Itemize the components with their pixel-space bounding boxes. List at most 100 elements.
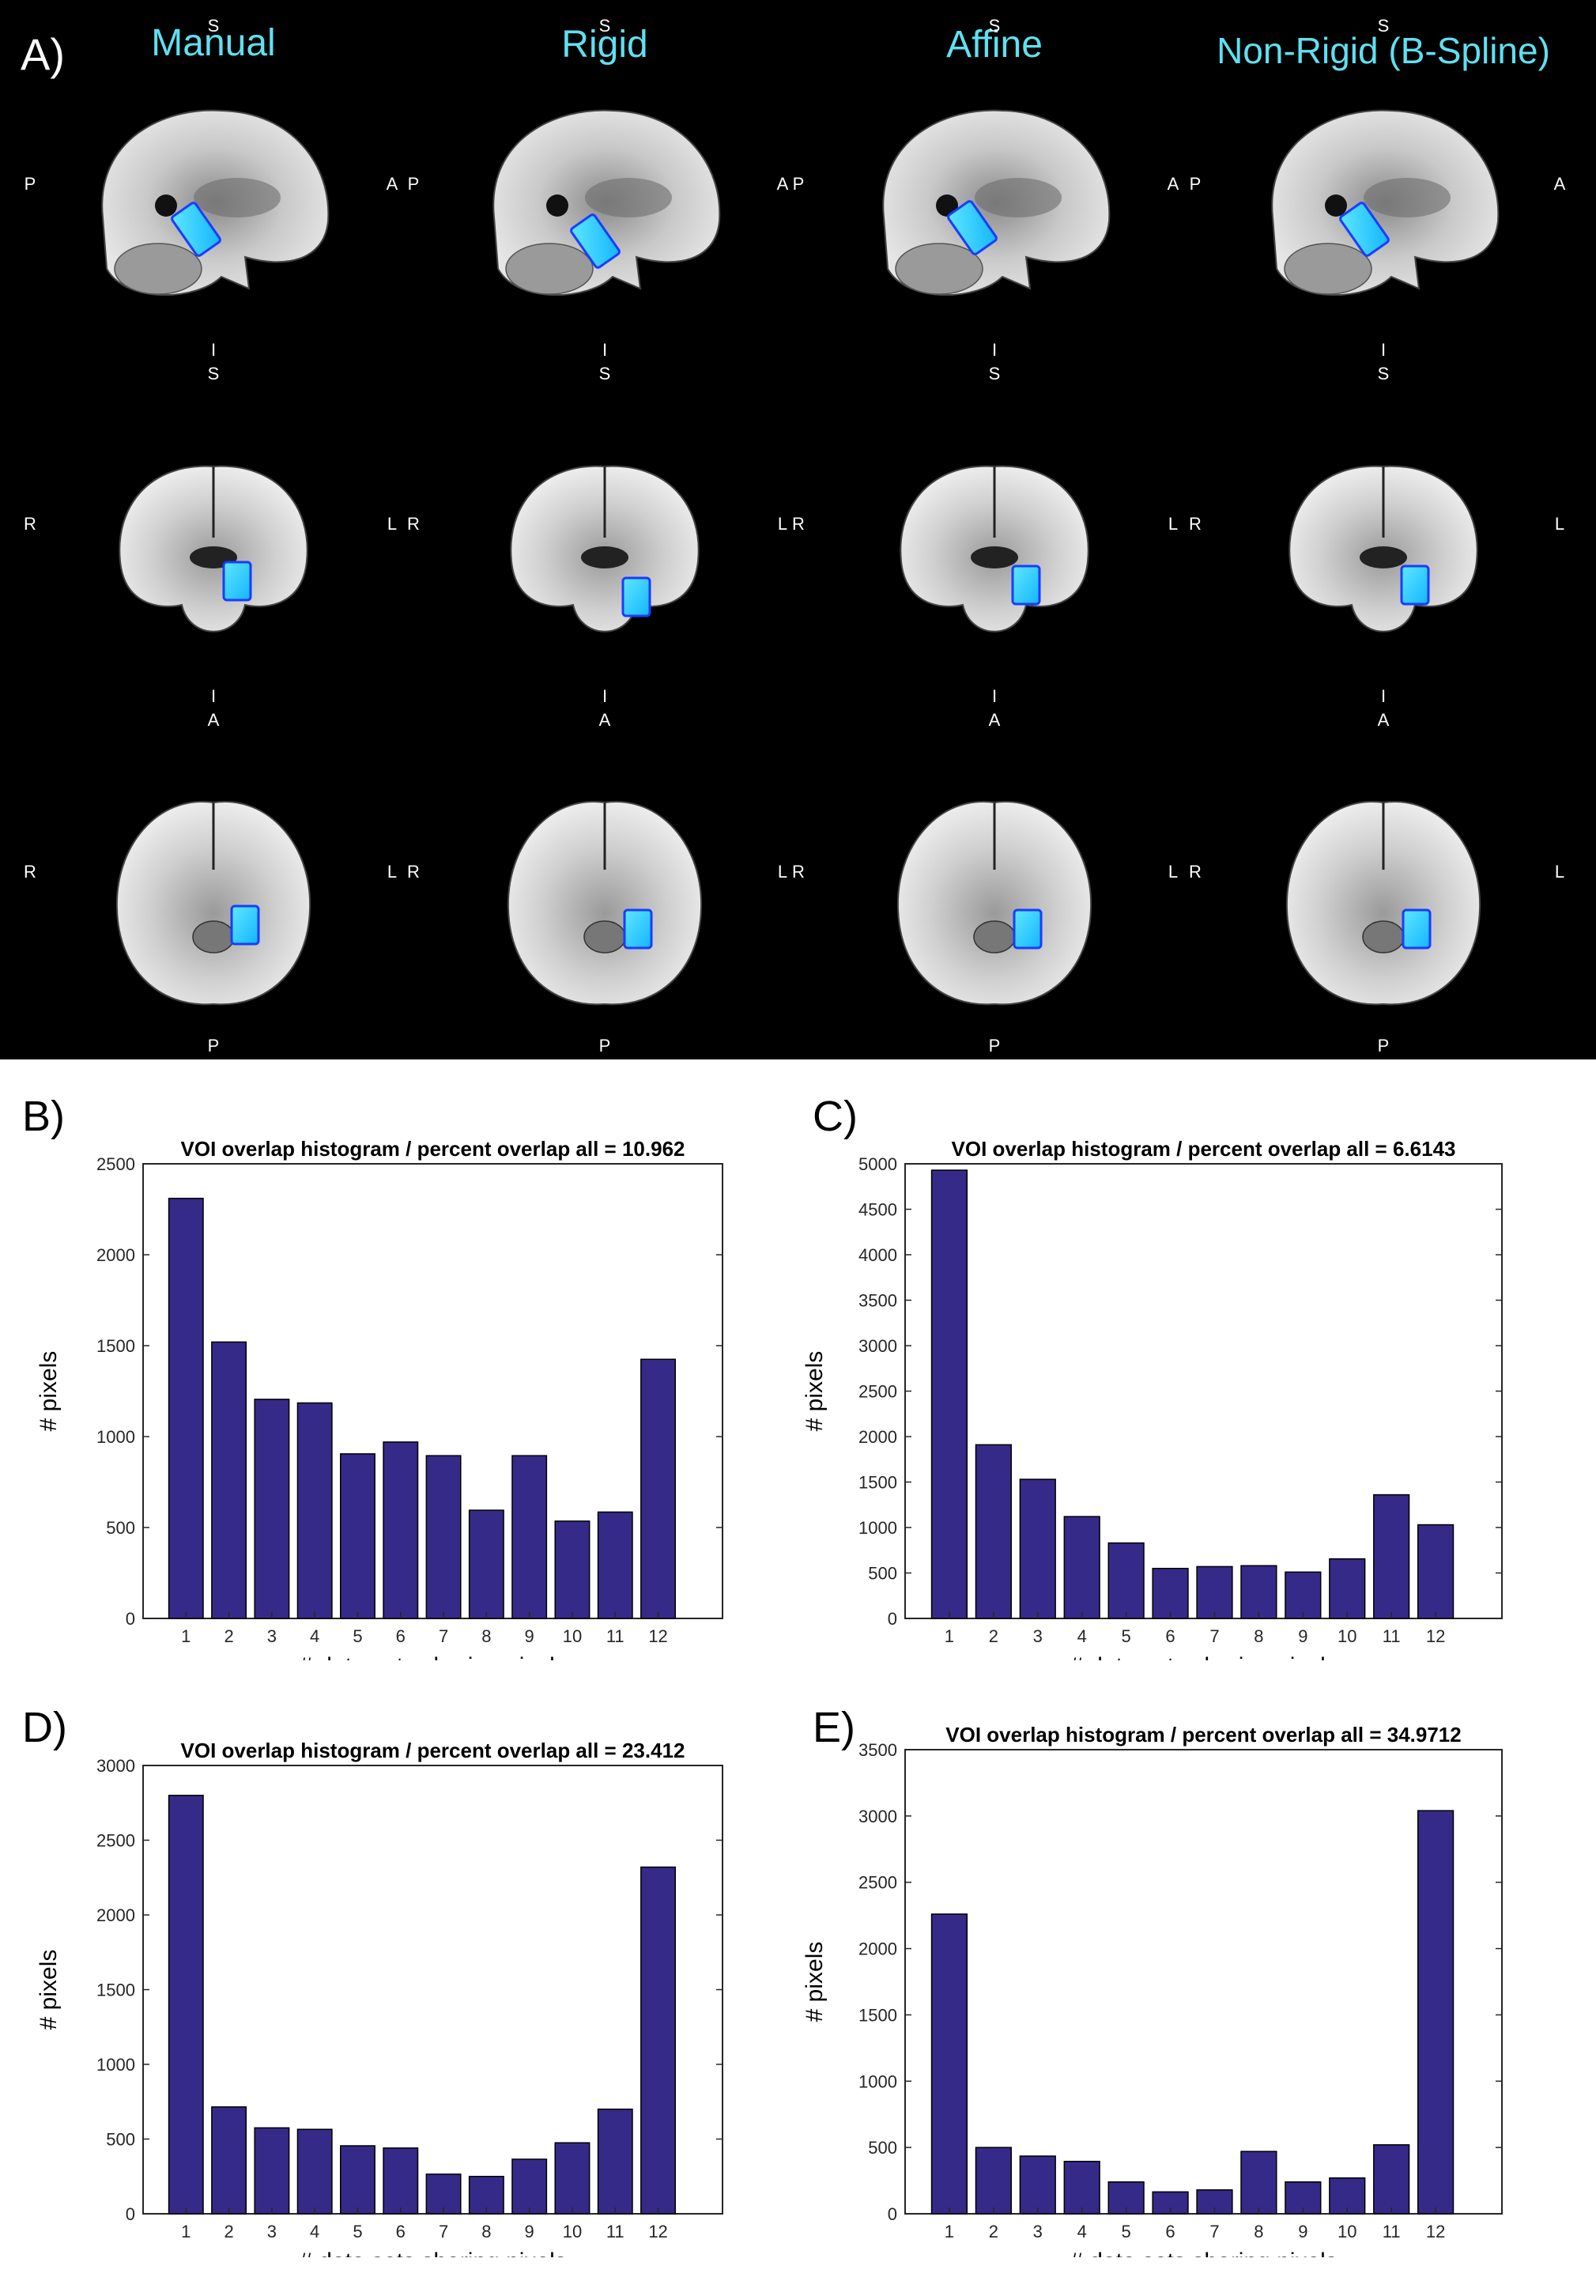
brainstem: [583, 920, 626, 954]
x-tick-label: 5: [1122, 1626, 1131, 1646]
x-tick-label: 11: [1383, 2222, 1401, 2241]
ventricle: [971, 546, 1018, 568]
orientation-label-left: P: [25, 174, 36, 194]
y-tick-label: 0: [888, 1609, 897, 1629]
panel-a-brain-montage: Manual S I P A S I R L A P R L Rigid S I P A S I R L A P R L Affin…: [0, 0, 1596, 1059]
orientation-label-right: L: [1555, 862, 1564, 882]
histogram-bar: [597, 2108, 633, 2215]
histogram-bar: [296, 2128, 333, 2215]
y-tick-label: 500: [868, 1564, 897, 1584]
histogram-bar: [1152, 1568, 1189, 1619]
y-tick-label: 0: [888, 2204, 897, 2224]
ventricle-dark: [936, 194, 958, 217]
orientation-label-bottom: P: [989, 1036, 1001, 1055]
x-tick-label: 1: [181, 1626, 191, 1646]
y-tick-label: 500: [106, 1518, 135, 1538]
x-tick-label: 3: [1033, 2222, 1043, 2241]
histogram-bar: [425, 2173, 462, 2215]
x-tick-label: 8: [1254, 1626, 1263, 1646]
orientation-label-top: S: [989, 364, 1001, 383]
histogram-svg: C) VOI overlap histogram / percent overla…: [802, 1093, 1503, 1679]
x-tick-label: 3: [1033, 1626, 1043, 1646]
x-tick-label: 3: [267, 1626, 277, 1646]
x-tick-label: 6: [1165, 1626, 1175, 1646]
x-tick-label: 9: [525, 1626, 534, 1646]
histogram-svg: D) VOI overlap histogram / percent overla…: [22, 1704, 723, 2275]
x-tick-label: 9: [1298, 1626, 1307, 1646]
orientation-label-right: L: [778, 514, 787, 534]
histogram-bar: [1152, 2191, 1189, 2215]
x-tick-label: 10: [1338, 1626, 1356, 1646]
histogram-bar: [340, 1453, 375, 1619]
orientation-label-right: L: [387, 862, 397, 882]
y-tick-label: 2000: [96, 1245, 135, 1265]
histogram-bar: [296, 1402, 333, 1619]
x-tick-label: 8: [481, 2222, 491, 2241]
voi-overlay: [1011, 565, 1041, 606]
x-tick-label: 4: [310, 1626, 319, 1646]
orientation-label-right: A: [1554, 174, 1566, 194]
histogram-bar: [1240, 2151, 1277, 2215]
x-tick-label: 2: [224, 1626, 233, 1646]
axial-slice: [1285, 800, 1481, 1006]
x-tick-label: 10: [563, 1626, 582, 1646]
ventricle: [585, 178, 672, 217]
brain-outline: [896, 800, 1092, 1006]
x-tick-label: 4: [1077, 2222, 1087, 2241]
y-tick-label: 2500: [96, 1831, 135, 1851]
ventricle-dark: [546, 194, 568, 217]
orientation-label-left: R: [792, 514, 805, 534]
orientation-label-bottom: I: [1381, 340, 1386, 360]
chart-title: VOI overlap histogram / percent overlap …: [181, 1739, 685, 1762]
y-tick-label: 2000: [858, 1939, 897, 1959]
column-title: Rigid: [561, 24, 647, 66]
orientation-label-right: L: [1168, 862, 1178, 882]
y-tick-label: 1000: [96, 2055, 135, 2075]
y-tick-label: 4000: [858, 1245, 897, 1265]
y-tick-label: 2500: [96, 1154, 135, 1174]
x-tick-label: 9: [525, 2222, 534, 2241]
axial-slice: [507, 800, 703, 1006]
plot-area: [904, 1749, 1503, 2215]
cerebellum: [1284, 243, 1372, 295]
chart-title: VOI overlap histogram / percent overlap …: [952, 1137, 1456, 1161]
histogram-panels: B) VOI overlap histogram / percent overla…: [0, 1059, 1596, 2296]
histogram-bar: [1373, 1494, 1410, 1619]
orientation-label-bottom: I: [211, 686, 216, 706]
ventricle: [194, 178, 281, 217]
y-tick-label: 3500: [858, 1291, 897, 1311]
histogram-bar: [930, 1169, 968, 1619]
y-axis-label: # pixels: [36, 1950, 62, 2030]
histogram-bar: [930, 1913, 968, 2215]
histogram-bar: [640, 1866, 677, 2215]
x-tick-label: 7: [1209, 2222, 1219, 2241]
histogram-bar: [1019, 2155, 1056, 2215]
x-tick-label: 6: [396, 2222, 406, 2241]
y-axis-label: # pixels: [36, 1351, 62, 1432]
histogram-bar: [1240, 1565, 1277, 1619]
histogram-bar: [1329, 1558, 1366, 1619]
x-tick-label: 4: [310, 2222, 319, 2241]
panel-letter: C): [813, 1093, 858, 1140]
y-tick-label: 500: [106, 2130, 135, 2150]
coronal-slice: [510, 465, 700, 633]
x-tick-label: 1: [181, 2222, 191, 2241]
orientation-label-bottom: I: [602, 686, 607, 706]
orientation-label-right: A: [777, 174, 789, 194]
y-tick-label: 0: [126, 2204, 135, 2224]
y-tick-label: 3000: [858, 1807, 897, 1826]
x-tick-label: 7: [1209, 1626, 1219, 1646]
chart-title: VOI overlap histogram / percent overlap …: [945, 1723, 1461, 1747]
x-tick-label: 3: [267, 2222, 277, 2241]
histogram-bar: [211, 1341, 247, 1619]
histogram-bar: [340, 2145, 375, 2215]
x-tick-label: 4: [1077, 1626, 1087, 1646]
orientation-label-top: S: [599, 16, 611, 36]
voi-overlay: [1013, 908, 1043, 950]
histogram-bar: [1417, 1810, 1455, 2215]
histogram-bar: [554, 2142, 590, 2215]
y-tick-label: 1000: [858, 1518, 897, 1538]
orientation-label-bottom: I: [992, 686, 997, 706]
x-tick-label: 5: [353, 2222, 362, 2241]
